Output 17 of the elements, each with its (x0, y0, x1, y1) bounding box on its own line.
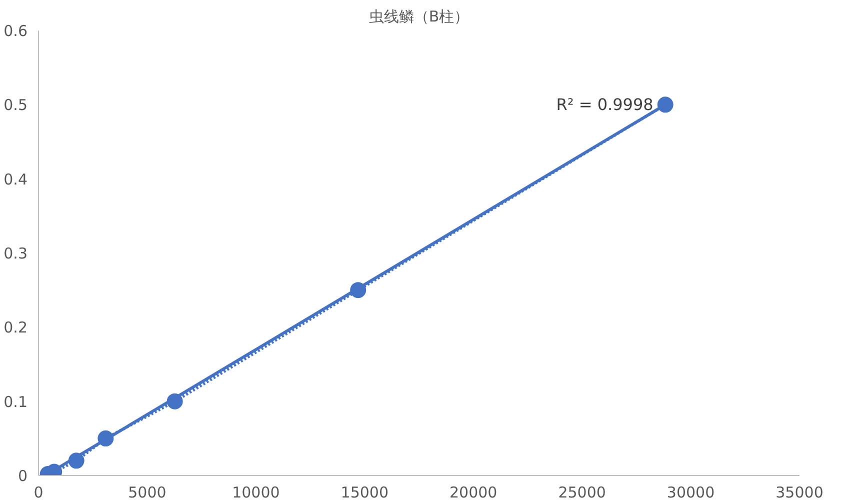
x-tick-label: 30000 (666, 484, 715, 500)
x-tick-label: 15000 (340, 484, 389, 500)
y-tick-label: 0.5 (4, 96, 28, 114)
y-tick-label: 0.4 (4, 170, 28, 188)
y-tick-label: 0 (18, 467, 28, 485)
x-tick-label: 0 (34, 484, 44, 500)
x-tick-label: 25000 (558, 484, 606, 500)
x-tick-label: 35000 (776, 484, 824, 500)
chart-title: 虫线鳞（B柱） (368, 8, 470, 26)
annotation: R² = 0.9998 (556, 95, 654, 114)
y-tick-label: 0.2 (4, 318, 28, 337)
y-tick-label: 0.3 (4, 244, 28, 262)
x-tick-label: 5000 (128, 484, 166, 500)
y-tick-label: 0.6 (4, 22, 28, 40)
y-tick-label: 0.1 (4, 392, 28, 411)
x-tick-label: 20000 (450, 484, 498, 500)
x-tick-label: 10000 (232, 484, 280, 500)
